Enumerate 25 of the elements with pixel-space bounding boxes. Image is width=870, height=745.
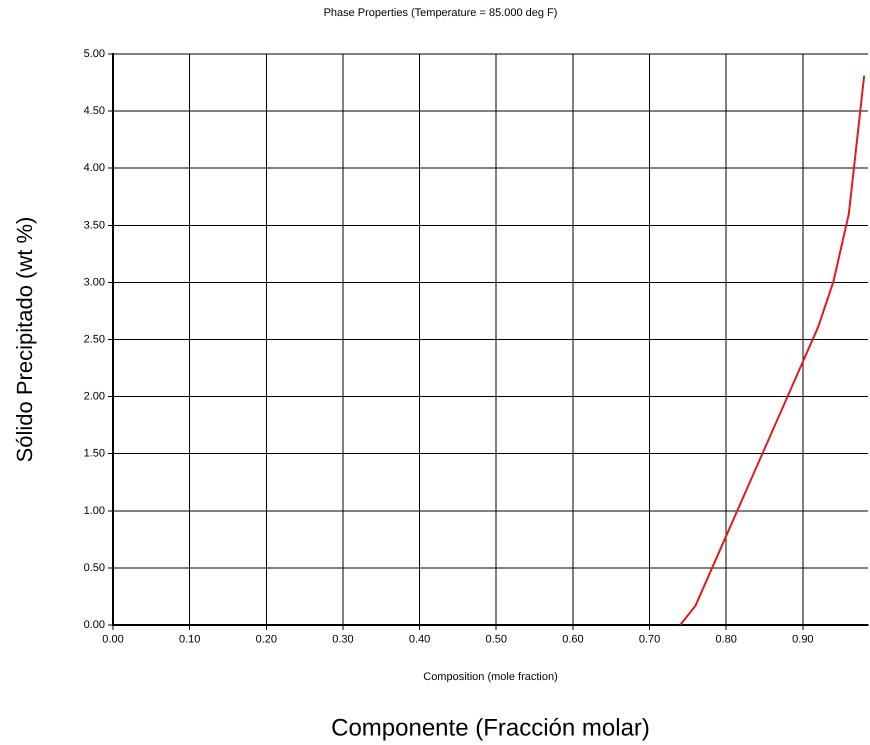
x-tick-label: 0.20 [256, 634, 278, 646]
x-tick-label: 0.70 [638, 634, 660, 646]
y-tick-label: 3.00 [84, 276, 105, 288]
y-tick-label: 1.00 [84, 504, 105, 517]
x-tick-label: 0.60 [562, 634, 584, 646]
y-tick-label: 2.00 [84, 390, 105, 403]
y-tick-label: 0.00 [84, 619, 105, 632]
y-axis-title: Sólido Precipitado (wt %) [12, 216, 38, 462]
y-tick-label: 1.50 [84, 448, 105, 460]
y-tick-label: 3.50 [84, 219, 105, 232]
x-tick-label: 0.30 [332, 634, 354, 646]
x-tick-label: 0.80 [715, 634, 737, 646]
y-tick-label: 2.50 [84, 334, 105, 346]
x-tick-label: 0.40 [408, 634, 430, 646]
x-tick-label: 0.00 [102, 634, 124, 646]
x-axis-title: Composition (mole fraction) [423, 671, 558, 684]
y-tick-label: 0.50 [84, 562, 105, 574]
y-tick-label: 4.50 [84, 105, 105, 118]
x-tick-label: 0.90 [792, 634, 814, 646]
x-tick-label: 0.50 [486, 634, 507, 646]
y-tick-label: 5.00 [84, 48, 105, 60]
text: Componente (Fracción molar) [331, 714, 650, 742]
x-tick-label: 0.10 [178, 634, 200, 646]
y-tick-label: 4.00 [84, 162, 105, 174]
chart-title: Phase Properties (Temperature = 85.000 deg F) [324, 7, 558, 20]
